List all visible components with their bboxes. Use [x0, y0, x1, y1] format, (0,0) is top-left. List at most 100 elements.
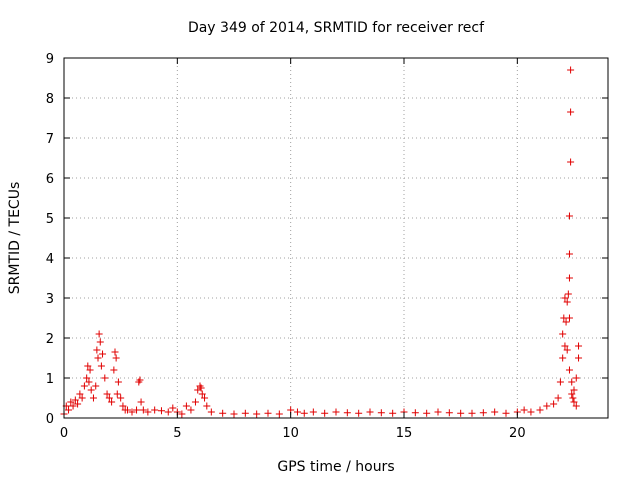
data-point — [565, 250, 573, 258]
data-point — [411, 409, 419, 417]
data-point — [491, 408, 499, 416]
axis-ticks: 0 5 10 15 20 0 1 2 3 4 5 6 7 8 9 — [46, 52, 608, 441]
data-point — [119, 402, 127, 410]
data-point — [97, 362, 105, 370]
data-point — [83, 374, 91, 382]
y-tick-label: 4 — [46, 252, 54, 267]
data-point — [565, 212, 573, 220]
data-point — [230, 410, 238, 418]
data-point — [191, 398, 199, 406]
data-point — [389, 409, 397, 417]
data-point — [565, 314, 573, 322]
data-point — [65, 406, 73, 414]
data-point — [434, 408, 442, 416]
y-tick-label: 2 — [46, 332, 54, 347]
data-point — [575, 342, 583, 350]
data-point — [321, 409, 329, 417]
data-point — [76, 390, 84, 398]
data-point — [144, 408, 152, 416]
data-point — [99, 350, 107, 358]
data-point — [197, 384, 205, 392]
data-point — [564, 290, 572, 298]
data-point — [562, 318, 570, 326]
data-point — [275, 410, 283, 418]
data-point — [151, 406, 159, 414]
data-point — [89, 394, 97, 402]
data-point — [527, 408, 535, 416]
data-point — [561, 342, 569, 350]
data-point — [133, 406, 141, 414]
data-point — [114, 378, 122, 386]
data-point — [101, 374, 109, 382]
data-point — [164, 408, 172, 416]
plot-frame — [63, 57, 609, 419]
data-point — [136, 376, 144, 384]
data-point — [468, 409, 476, 417]
data-point — [198, 390, 206, 398]
data-point — [561, 294, 569, 302]
data-point — [113, 390, 121, 398]
y-tick-label: 5 — [46, 212, 54, 227]
x-tick-label: 5 — [173, 426, 181, 441]
data-point — [201, 394, 209, 402]
data-point — [187, 406, 195, 414]
data-point — [67, 398, 75, 406]
data-point — [139, 406, 147, 414]
data-point — [343, 409, 351, 417]
data-point — [112, 354, 120, 362]
data-point — [570, 398, 578, 406]
x-tick-label: 20 — [509, 426, 526, 441]
data-point — [117, 394, 125, 402]
data-point — [219, 409, 227, 417]
data-point — [253, 410, 261, 418]
data-point — [178, 410, 186, 418]
data-point — [103, 390, 111, 398]
data-point — [550, 400, 558, 408]
data-point — [92, 382, 100, 390]
data-point — [95, 330, 103, 338]
data-point — [536, 406, 544, 414]
data-point — [123, 406, 131, 414]
y-axis-label: SRMTID / TECUs — [7, 182, 23, 295]
data-point — [300, 409, 308, 417]
x-axis-label: GPS time / hours — [277, 459, 394, 475]
data-point — [85, 378, 93, 386]
data-points — [60, 66, 583, 418]
data-point — [554, 394, 562, 402]
data-point — [80, 382, 88, 390]
data-point — [169, 404, 177, 412]
data-point — [457, 409, 465, 417]
data-point — [565, 366, 573, 374]
chart-title: Day 349 of 2014, SRMTID for receiver rec… — [188, 20, 485, 36]
y-tick-label: 8 — [46, 92, 54, 107]
y-tick-label: 3 — [46, 292, 54, 307]
data-point — [502, 409, 510, 417]
y-tick-label: 1 — [46, 372, 54, 387]
data-point — [78, 394, 86, 402]
data-point — [377, 409, 385, 417]
data-point — [570, 386, 578, 394]
data-point — [355, 409, 363, 417]
data-point — [111, 348, 119, 356]
data-point — [445, 409, 453, 417]
data-point — [563, 298, 571, 306]
data-point — [559, 330, 567, 338]
data-point — [93, 346, 101, 354]
data-point — [309, 408, 317, 416]
x-tick-label: 15 — [396, 426, 413, 441]
data-point — [84, 362, 92, 370]
data-point — [572, 374, 580, 382]
data-point — [110, 366, 118, 374]
data-point — [182, 402, 190, 410]
data-point — [157, 407, 165, 415]
y-tick-label: 6 — [46, 172, 54, 187]
data-point — [108, 398, 116, 406]
data-point — [423, 409, 431, 417]
data-point — [543, 402, 551, 410]
data-point — [567, 108, 575, 116]
data-point — [559, 354, 567, 362]
data-point — [293, 408, 301, 416]
data-point — [203, 402, 211, 410]
data-point — [94, 354, 102, 362]
